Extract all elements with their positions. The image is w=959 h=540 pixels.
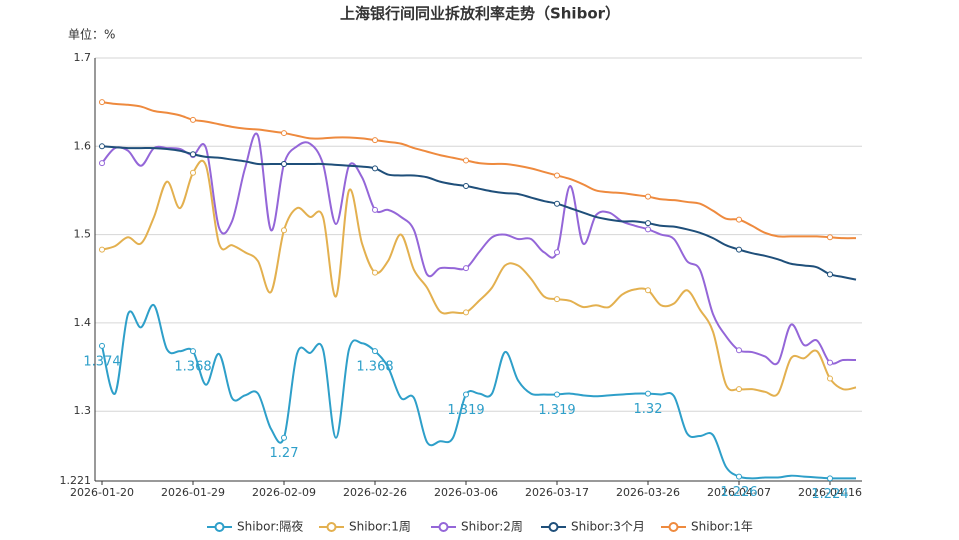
legend-marker bbox=[548, 522, 559, 532]
x-tick-label: 2026-03-26 bbox=[616, 486, 680, 499]
x-tick-label: 2026-03-17 bbox=[525, 486, 589, 499]
data-label: 1.27 bbox=[270, 446, 299, 461]
point-marker bbox=[554, 249, 560, 256]
legend-label: Shibor:2周 bbox=[461, 520, 523, 534]
point-marker bbox=[99, 160, 105, 167]
data-label: 1.319 bbox=[538, 403, 575, 418]
y-tick-label: 1.4 bbox=[74, 316, 92, 329]
point-marker bbox=[99, 143, 105, 150]
legend-label: Shibor:1年 bbox=[691, 520, 753, 534]
point-marker bbox=[736, 216, 742, 223]
point-marker bbox=[554, 172, 560, 179]
point-marker bbox=[99, 246, 105, 253]
point-marker bbox=[554, 391, 560, 398]
series-line bbox=[101, 145, 857, 281]
data-label: 1.368 bbox=[174, 360, 211, 375]
legend-marker bbox=[214, 522, 225, 532]
point-marker bbox=[645, 220, 651, 227]
point-marker bbox=[827, 234, 833, 241]
point-marker bbox=[736, 347, 742, 354]
point-marker bbox=[645, 193, 651, 200]
point-marker bbox=[99, 99, 105, 106]
point-marker bbox=[645, 287, 651, 294]
point-marker bbox=[190, 348, 196, 355]
x-tick-label: 2026-02-26 bbox=[343, 486, 407, 499]
legend-marker bbox=[326, 522, 337, 532]
point-marker bbox=[827, 475, 833, 482]
legend-label: Shibor:3个月 bbox=[571, 520, 645, 534]
point-marker bbox=[372, 348, 378, 355]
series-line bbox=[101, 132, 857, 366]
data-label: 1.32 bbox=[634, 402, 663, 417]
x-tick-label: 2026-03-06 bbox=[434, 486, 498, 499]
point-marker bbox=[190, 151, 196, 158]
x-tick-label: 2026-02-09 bbox=[252, 486, 316, 499]
series-line bbox=[101, 304, 857, 480]
data-label: 1.368 bbox=[356, 360, 393, 375]
y-tick-label: 1.5 bbox=[74, 228, 92, 241]
point-marker bbox=[645, 390, 651, 397]
point-marker bbox=[736, 246, 742, 253]
point-marker bbox=[736, 386, 742, 393]
legend-marker bbox=[668, 522, 679, 532]
x-tick-label: 2026-01-29 bbox=[161, 486, 225, 499]
data-label: 1.374 bbox=[83, 354, 120, 369]
point-marker bbox=[554, 296, 560, 303]
point-marker bbox=[372, 165, 378, 172]
data-label: 1.224 bbox=[811, 487, 848, 502]
legend-label: Shibor:隔夜 bbox=[237, 519, 303, 534]
legend-marker bbox=[438, 522, 449, 532]
point-marker bbox=[827, 375, 833, 382]
point-marker bbox=[372, 206, 378, 213]
point-marker bbox=[281, 434, 287, 441]
series-line bbox=[101, 159, 857, 397]
y-tick-label: 1.3 bbox=[74, 404, 92, 417]
chart-title: 上海银行间同业拆放利率走势（Shibor） bbox=[340, 5, 620, 23]
y-tick-label: 1.221 bbox=[60, 474, 92, 487]
point-marker bbox=[463, 157, 469, 164]
point-marker bbox=[463, 265, 469, 272]
point-marker bbox=[645, 226, 651, 233]
point-marker bbox=[736, 473, 742, 480]
x-tick-label: 2026-04-16 bbox=[798, 486, 862, 499]
point-marker bbox=[463, 309, 469, 316]
point-marker bbox=[372, 137, 378, 144]
y-tick-label: 1.7 bbox=[74, 51, 92, 64]
point-marker bbox=[190, 116, 196, 123]
series-line bbox=[101, 101, 857, 240]
point-marker bbox=[463, 391, 469, 398]
point-marker bbox=[281, 227, 287, 234]
y-axis-label: 单位：% bbox=[68, 27, 115, 42]
legend: Shibor:隔夜 Shibor:1周 Shibor:2周 Shibor:3个月 Shi… bbox=[207, 519, 753, 534]
point-marker bbox=[99, 342, 105, 349]
point-marker bbox=[190, 169, 196, 176]
x-tick-label: 2026-01-20 bbox=[70, 486, 134, 499]
data-label: 1.226 bbox=[720, 485, 757, 500]
x-tick-label: 2026-04-07 bbox=[707, 486, 771, 499]
legend-label: Shibor:1周 bbox=[349, 520, 411, 534]
point-marker bbox=[827, 359, 833, 366]
point-marker bbox=[827, 271, 833, 278]
point-marker bbox=[281, 130, 287, 137]
data-label: 1.319 bbox=[447, 403, 484, 418]
point-marker bbox=[463, 183, 469, 190]
point-marker bbox=[372, 269, 378, 276]
y-tick-label: 1.6 bbox=[74, 139, 92, 152]
point-marker bbox=[554, 200, 560, 207]
point-marker bbox=[281, 160, 287, 167]
